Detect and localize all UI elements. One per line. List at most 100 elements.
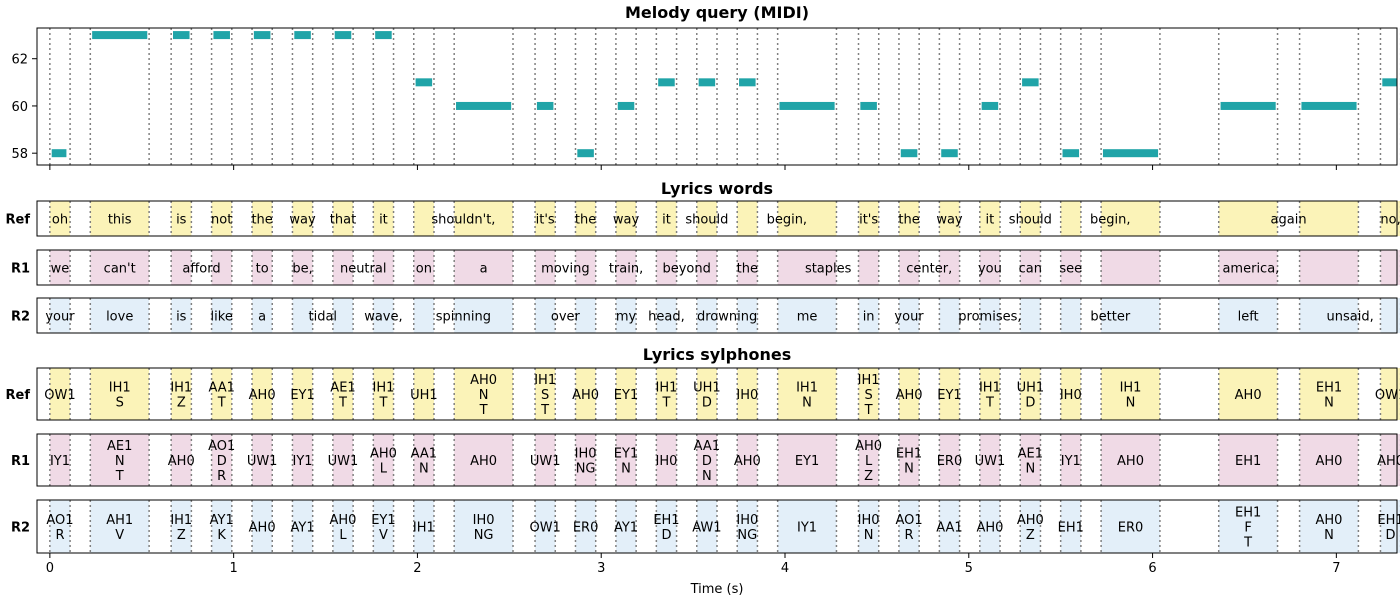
syl-label-line: IH1 — [170, 513, 192, 528]
words-fill-2-3-3 — [211, 298, 232, 333]
words-label-line: a — [258, 310, 266, 325]
words-fill-2-7-8 — [413, 298, 434, 333]
syl-label-line: IH1 — [109, 381, 131, 396]
words-fill-0-20-23 — [1101, 201, 1160, 236]
syl-label-line: D — [661, 528, 671, 543]
syl-label-line: OW1 — [1375, 388, 1400, 403]
syl-label-1-16: EY1 — [795, 454, 819, 469]
words-label-0-8: shouldn't, — [431, 213, 495, 228]
words-fill-1-12-16 — [777, 250, 837, 285]
words-fill-1-8-11 — [575, 250, 596, 285]
words-label-line: drowning — [697, 310, 757, 325]
panel-frame-w2 — [36, 297, 1398, 334]
words-fill-0-15-17 — [858, 201, 879, 236]
syl-fill-2-3-3 — [211, 500, 232, 553]
words-label-line: way — [936, 213, 963, 228]
syl-label-line: D — [702, 454, 712, 469]
syl-label-line: EH1 — [653, 513, 679, 528]
words-label-0-2: is — [176, 213, 187, 228]
words-fill-2-16-23 — [1101, 298, 1160, 333]
words-label-1-13: center, — [906, 262, 952, 277]
words-label-line: neutral — [340, 262, 387, 277]
words-fill-1-17-26 — [1380, 250, 1400, 285]
syl-label-line: IH0 — [736, 388, 758, 403]
syl-fill-2-21-21 — [1020, 500, 1041, 553]
syl-label-line: T — [661, 396, 670, 411]
syl-label-line: NG — [576, 462, 596, 477]
syl-label-0-16: IH1 N — [796, 381, 818, 411]
syl-label-line: IH0 — [1060, 388, 1082, 403]
words-fill-0-20-22 — [1060, 201, 1081, 236]
words-label-1-0: we — [51, 262, 70, 277]
syl-label-1-10: UW1 — [530, 454, 561, 469]
syl-fill-1-11-11 — [575, 434, 596, 486]
syl-row-label-0: Ref — [6, 388, 31, 403]
words-label-line: spinning — [436, 310, 491, 325]
words-label-2-1: love — [106, 310, 133, 325]
x-tick-label-1: 1 — [230, 561, 238, 576]
syl-label-line: NG — [474, 528, 494, 543]
words-label-0-19: should — [1009, 213, 1052, 228]
syl-label-line: AH1 — [106, 513, 133, 528]
syl-label-0-5: EY1 — [290, 388, 314, 403]
words-label-0-12: it — [662, 213, 671, 228]
syl-label-0-11: AH0 — [572, 388, 599, 403]
syl-fill-0-7-7 — [373, 368, 394, 420]
words-label-2-3: like — [211, 310, 233, 325]
syl-fill-2-2-2 — [171, 500, 192, 553]
syl-label-line: N — [621, 462, 631, 477]
syl-fill-1-21-21 — [1020, 434, 1041, 486]
syl-label-line: ER0 — [1118, 521, 1144, 536]
words-fill-1-7-9 — [454, 250, 513, 285]
syl-label-line: R — [55, 528, 64, 543]
panel-frame-p2 — [36, 499, 1398, 554]
syl-label-line: Z — [1026, 528, 1035, 543]
syl-label-1-7: AH0 L — [370, 447, 397, 477]
words-label-line: to — [256, 262, 269, 277]
words-label-1-9: train, — [609, 262, 643, 277]
words-fill-2-15-19 — [939, 298, 960, 333]
syl-label-2-21: AH0 Z — [1017, 513, 1044, 543]
melody-y-tick-label-2: 62 — [11, 53, 28, 68]
syl-label-line: IH0 — [473, 513, 495, 528]
syl-label-0-9: AH0 N T — [470, 373, 497, 418]
syl-fill-0-16-16 — [777, 368, 837, 420]
words-fill-1-9-12 — [615, 250, 637, 285]
syl-label-1-11: IH0 NG — [575, 447, 597, 477]
words-label-line: unsaid, — [1327, 310, 1374, 325]
syl-label-2-12: AY1 — [614, 521, 638, 536]
syl-fill-2-14-14 — [696, 500, 717, 553]
syl-label-line: IY1 — [293, 454, 313, 469]
syl-label-line: AE1 — [1018, 447, 1043, 462]
syl-label-2-26: EH1 D — [1377, 513, 1400, 543]
syl-label-line: N — [702, 469, 712, 484]
syl-fill-0-9-9 — [454, 368, 513, 420]
words-label-line: the — [575, 213, 596, 228]
words-fill-0-21-25 — [1299, 201, 1359, 236]
melody-note-16 — [779, 101, 835, 110]
syl-fill-0-22-22 — [1060, 368, 1081, 420]
syl-fill-0-2-2 — [171, 368, 192, 420]
words-label-2-2: is — [176, 310, 187, 325]
syl-label-1-18: EH1 N — [896, 447, 922, 477]
panel-frames-layer — [36, 27, 1398, 554]
syl-fill-2-4-4 — [252, 500, 273, 553]
words-fill-0-18-20 — [979, 201, 1001, 236]
words-row-label-0: Ref — [6, 213, 31, 228]
syl-label-line: EH1 — [1377, 513, 1400, 528]
words-fill-2-11-15 — [737, 298, 758, 333]
words-label-2-14: your — [894, 310, 924, 325]
syl-label-line: UH1 — [410, 388, 438, 403]
melody-note-5 — [294, 31, 311, 40]
words-fill-2-5-6 — [332, 298, 354, 333]
words-fill-0-8-9 — [454, 201, 513, 236]
words-label-line: better — [1090, 310, 1130, 325]
syl-label-0-15: IH0 — [736, 388, 758, 403]
words-fill-1-5-7 — [373, 250, 394, 285]
words-fill-0-22-26 — [1380, 201, 1400, 236]
syl-label-line: D — [1025, 396, 1035, 411]
syl-label-0-17: IH1 S T — [858, 373, 880, 418]
syl-fill-0-10-10 — [535, 368, 556, 420]
syl-label-line: N — [1324, 528, 1334, 543]
syl-label-line: Z — [864, 469, 873, 484]
